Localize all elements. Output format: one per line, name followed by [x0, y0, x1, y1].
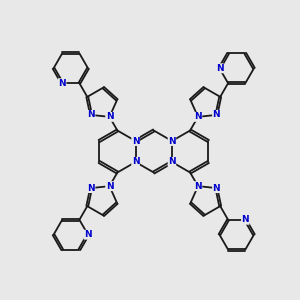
Text: N: N: [132, 158, 140, 166]
Text: N: N: [194, 112, 202, 122]
Text: N: N: [168, 136, 176, 146]
Text: N: N: [106, 182, 113, 190]
Text: N: N: [194, 182, 202, 190]
Text: N: N: [242, 215, 249, 224]
Text: N: N: [84, 230, 92, 239]
Text: N: N: [58, 79, 66, 88]
Text: N: N: [106, 112, 113, 122]
Text: N: N: [216, 64, 223, 73]
Text: N: N: [213, 110, 220, 119]
Text: N: N: [213, 184, 220, 193]
Text: N: N: [168, 158, 176, 166]
Text: N: N: [87, 110, 95, 119]
Text: N: N: [87, 184, 95, 193]
Text: N: N: [132, 136, 140, 146]
